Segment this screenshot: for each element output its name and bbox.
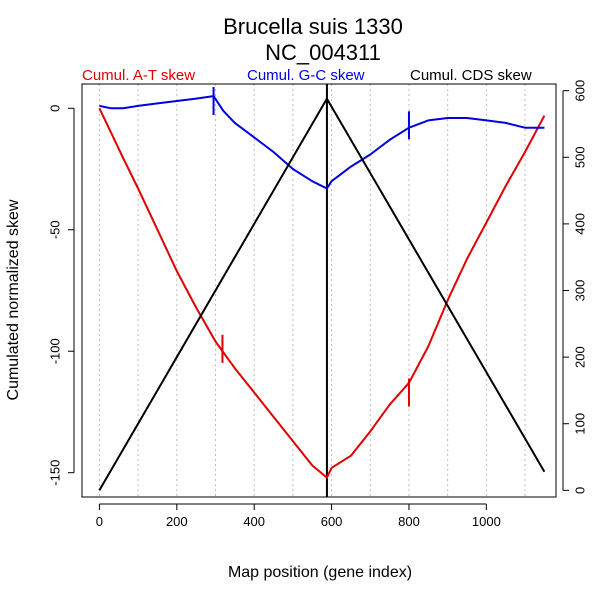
x-tick-label-0: 0: [96, 514, 103, 529]
legend-at-skew: Cumul. A-T skew: [82, 67, 195, 84]
axes-layer: 0 200 400 600 800 1000 0 -50 -100 -150 0 100 200 300 4…: [47, 80, 587, 529]
y-tick-label--100: -100: [47, 338, 62, 364]
y2-tick-label-0: 0: [572, 487, 587, 494]
plot-frame: [81, 83, 557, 498]
legend-cds-skew: Cumul. CDS skew: [410, 67, 532, 84]
x-axis-label: Map position (gene index): [228, 564, 412, 581]
chart-title: Brucella suis 1330: [223, 14, 403, 39]
legend-gc-skew: Cumul. G-C skew: [247, 67, 365, 84]
y-tick-label--50: -50: [47, 220, 62, 239]
y2-tick-label-600: 600: [572, 80, 587, 102]
chart-subtitle: NC_004311: [265, 40, 381, 65]
series-line-2: [98, 97, 546, 491]
x-tick-label-200: 200: [166, 514, 188, 529]
grid-lines: [98, 84, 526, 497]
y-tick-label--150: -150: [47, 460, 62, 486]
y-axis-label: Cumulated normalized skew: [5, 199, 22, 400]
x-tick-label-600: 600: [321, 514, 343, 529]
y-tick-label-0: 0: [47, 105, 62, 112]
series-line-1: [99, 95, 545, 190]
y2-tick-label-500: 500: [572, 146, 587, 168]
x-tick-label-400: 400: [243, 514, 265, 529]
x-tick-label-800: 800: [398, 514, 420, 529]
y2-tick-label-200: 200: [572, 346, 587, 368]
series-layer: [98, 84, 546, 497]
y2-tick-label-100: 100: [572, 413, 587, 435]
x-tick-label-1000: 1000: [472, 514, 501, 529]
series-line-0: [98, 107, 546, 479]
y2-tick-label-400: 400: [572, 213, 587, 235]
y2-tick-label-300: 300: [572, 280, 587, 302]
